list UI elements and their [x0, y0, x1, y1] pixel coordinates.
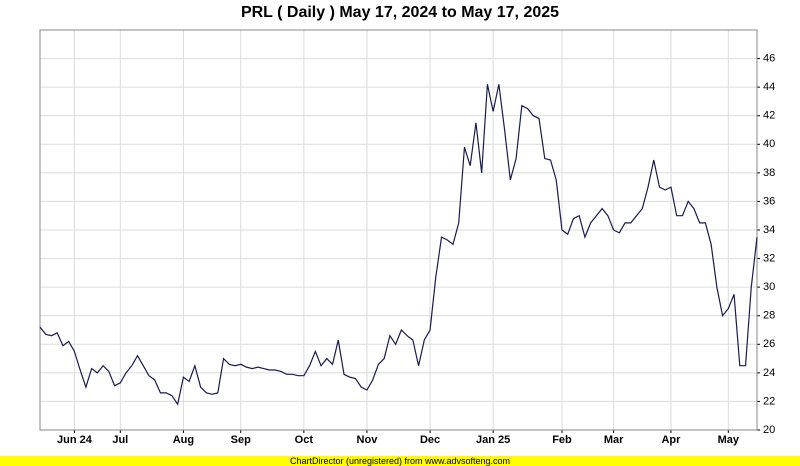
y-tick-label: 28 — [763, 310, 775, 322]
y-tick-label: 20 — [763, 424, 775, 436]
plot-border — [39, 29, 758, 431]
y-tick-label: 40 — [763, 138, 775, 150]
y-tick-label: 34 — [763, 224, 775, 236]
y-tick-label: 22 — [763, 395, 775, 407]
y-tick-label: 24 — [763, 367, 775, 379]
y-tick-label: 42 — [763, 110, 775, 122]
x-tick-label: Mar — [604, 434, 624, 446]
x-tick-label: Oct — [295, 434, 314, 446]
chart-title: PRL ( Daily ) May 17, 2024 to May 17, 20… — [241, 4, 559, 21]
x-tick-label: Feb — [552, 434, 572, 446]
y-tick-label: 32 — [763, 252, 775, 264]
x-tick-label: Dec — [420, 434, 440, 446]
footer: ChartDirector (unregistered) from www.ad… — [290, 456, 510, 466]
y-tick-label: 30 — [763, 281, 775, 293]
x-tick-label: May — [718, 434, 740, 446]
x-tick-label: Jul — [112, 434, 128, 446]
x-tick-label: Apr — [661, 434, 681, 446]
x-tick-label: Nov — [357, 434, 379, 446]
x-tick-label: Sep — [231, 434, 251, 446]
x-tick-label: Aug — [173, 434, 194, 446]
y-tick-label: 44 — [763, 81, 775, 93]
x-tick-label: Jun 24 — [57, 434, 93, 446]
y-tick-label: 38 — [763, 167, 775, 179]
x-tick-label: Jan 25 — [476, 434, 510, 446]
y-tick-label: 46 — [763, 52, 775, 64]
y-tick-label: 36 — [763, 195, 775, 207]
price-line — [39, 84, 758, 406]
footer-bar — [0, 456, 800, 466]
y-tick-label: 26 — [763, 338, 775, 350]
